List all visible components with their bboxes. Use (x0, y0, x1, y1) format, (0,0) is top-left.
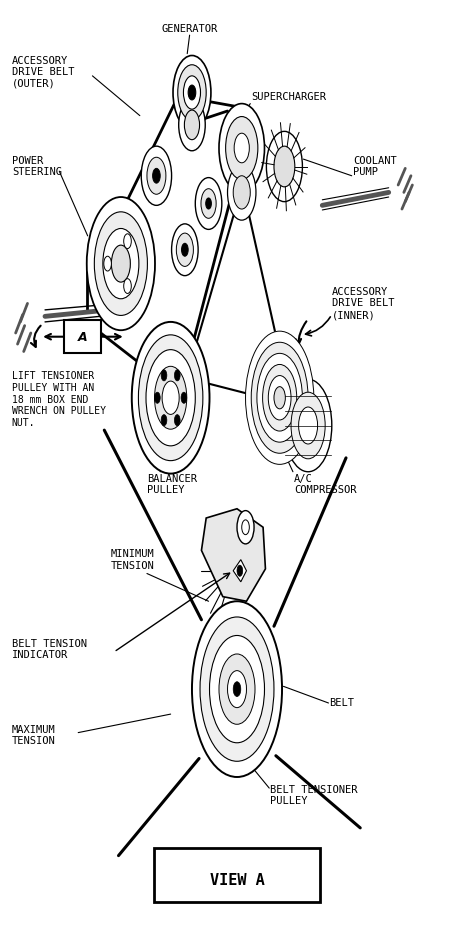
Circle shape (182, 243, 188, 256)
Polygon shape (201, 509, 265, 601)
Circle shape (234, 133, 249, 163)
Circle shape (251, 342, 308, 453)
Circle shape (184, 110, 200, 140)
Circle shape (138, 335, 203, 461)
Circle shape (178, 65, 206, 120)
Text: A/C
COMPRESSOR: A/C COMPRESSOR (294, 474, 356, 495)
Circle shape (155, 392, 160, 403)
Circle shape (111, 245, 130, 282)
Circle shape (237, 511, 254, 544)
Text: BELT TENSIONER
PULLEY: BELT TENSIONER PULLEY (270, 784, 358, 807)
Circle shape (200, 617, 274, 761)
Circle shape (104, 256, 111, 271)
Text: BALANCER
PULLEY: BALANCER PULLEY (147, 474, 197, 495)
Circle shape (87, 197, 155, 330)
Circle shape (172, 224, 198, 276)
Text: COOLANT
PUMP: COOLANT PUMP (353, 155, 397, 178)
Circle shape (268, 376, 291, 420)
Circle shape (161, 414, 167, 426)
Circle shape (183, 76, 201, 109)
Circle shape (263, 364, 297, 431)
Circle shape (174, 414, 180, 426)
Polygon shape (233, 560, 246, 582)
Circle shape (228, 671, 246, 708)
Text: LIFT TENSIONER
PULLEY WITH AN
18 mm BOX END
WRENCH ON PULLEY
NUT.: LIFT TENSIONER PULLEY WITH AN 18 mm BOX … (12, 372, 106, 427)
Circle shape (219, 654, 255, 724)
Circle shape (155, 366, 187, 429)
Circle shape (201, 189, 216, 218)
Circle shape (233, 682, 241, 697)
Text: GENERATOR: GENERATOR (162, 24, 218, 34)
Circle shape (219, 104, 264, 192)
Text: ACCESSORY
DRIVE BELT
(OUTER): ACCESSORY DRIVE BELT (OUTER) (12, 56, 74, 89)
Circle shape (206, 198, 211, 209)
Text: BELT TENSION
INDICATOR: BELT TENSION INDICATOR (12, 638, 87, 660)
Circle shape (257, 353, 302, 442)
Text: SUPERCHARGER: SUPERCHARGER (251, 92, 326, 102)
Circle shape (132, 322, 210, 474)
Circle shape (174, 370, 180, 381)
Text: ACCESSORY
DRIVE BELT
(INNER): ACCESSORY DRIVE BELT (INNER) (332, 287, 394, 320)
Circle shape (124, 278, 131, 293)
Circle shape (141, 146, 172, 205)
Circle shape (274, 146, 295, 187)
Circle shape (161, 370, 167, 381)
FancyBboxPatch shape (64, 320, 101, 353)
Circle shape (195, 178, 222, 229)
Circle shape (173, 56, 211, 130)
Circle shape (228, 165, 256, 220)
Text: POWER
STEERING: POWER STEERING (12, 155, 62, 178)
Text: A: A (78, 331, 88, 344)
Circle shape (103, 228, 139, 299)
Circle shape (153, 168, 160, 183)
Text: MINIMUM
TENSION: MINIMUM TENSION (111, 549, 155, 571)
Circle shape (181, 392, 187, 403)
Circle shape (291, 392, 325, 459)
Text: BELT: BELT (329, 698, 355, 708)
Circle shape (179, 99, 205, 151)
Circle shape (124, 234, 131, 249)
Circle shape (176, 233, 193, 266)
Circle shape (266, 131, 302, 202)
FancyBboxPatch shape (154, 848, 320, 902)
Text: VIEW A: VIEW A (210, 873, 264, 888)
Circle shape (162, 381, 179, 414)
Circle shape (188, 85, 196, 100)
Circle shape (147, 157, 166, 194)
Circle shape (94, 212, 147, 315)
Circle shape (242, 520, 249, 535)
Circle shape (146, 350, 195, 446)
Circle shape (233, 176, 250, 209)
Circle shape (246, 331, 314, 464)
Circle shape (237, 565, 243, 576)
Circle shape (299, 407, 318, 444)
Circle shape (274, 387, 285, 409)
Circle shape (192, 601, 282, 777)
Circle shape (284, 379, 332, 472)
Circle shape (226, 117, 258, 179)
Circle shape (210, 635, 264, 743)
Text: MAXIMUM
TENSION: MAXIMUM TENSION (12, 724, 55, 746)
